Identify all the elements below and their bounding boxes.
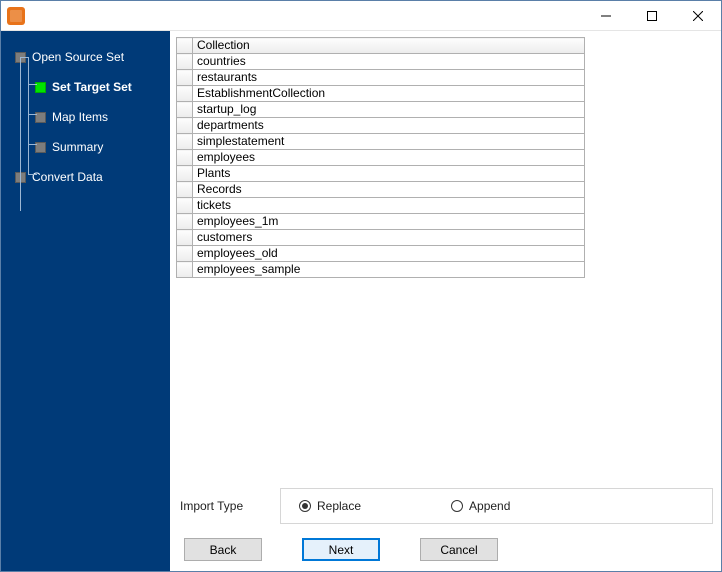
collection-table-wrap: Collection countries restaurants Establi… bbox=[176, 37, 715, 478]
cell: employees bbox=[193, 150, 585, 166]
step-label: Open Source Set bbox=[32, 51, 124, 63]
step-set-target-set[interactable]: Set Target Set bbox=[1, 75, 170, 99]
row-header[interactable] bbox=[177, 230, 193, 246]
row-header[interactable] bbox=[177, 86, 193, 102]
next-button[interactable]: Next bbox=[302, 538, 380, 561]
app-icon bbox=[7, 7, 25, 25]
cell: tickets bbox=[193, 198, 585, 214]
close-icon bbox=[693, 11, 703, 21]
table-row[interactable]: employees_sample bbox=[177, 262, 585, 278]
step-status-icon bbox=[35, 82, 46, 93]
back-button[interactable]: Back bbox=[184, 538, 262, 561]
step-label: Map Items bbox=[52, 111, 108, 123]
cell: restaurants bbox=[193, 70, 585, 86]
step-label: Convert Data bbox=[32, 171, 103, 183]
close-button[interactable] bbox=[675, 1, 721, 30]
step-convert-data[interactable]: Convert Data bbox=[1, 165, 170, 189]
cell: simplestatement bbox=[193, 134, 585, 150]
step-label: Set Target Set bbox=[52, 81, 132, 93]
radio-icon bbox=[299, 500, 311, 512]
maximize-icon bbox=[647, 11, 657, 21]
cell: employees_sample bbox=[193, 262, 585, 278]
table-row[interactable]: simplestatement bbox=[177, 134, 585, 150]
table-row[interactable]: restaurants bbox=[177, 70, 585, 86]
radio-label: Replace bbox=[317, 499, 361, 513]
row-header[interactable] bbox=[177, 198, 193, 214]
table-corner[interactable] bbox=[177, 38, 193, 54]
column-header-collection[interactable]: Collection bbox=[193, 38, 585, 54]
minimize-icon bbox=[601, 11, 611, 21]
titlebar bbox=[1, 1, 721, 31]
wizard-steps-sidebar: Open Source Set Set Target Set Map Items… bbox=[1, 31, 170, 571]
row-header[interactable] bbox=[177, 166, 193, 182]
cell: countries bbox=[193, 54, 585, 70]
step-summary[interactable]: Summary bbox=[1, 135, 170, 159]
step-status-icon bbox=[35, 112, 46, 123]
radio-icon bbox=[451, 500, 463, 512]
table-row[interactable]: EstablishmentCollection bbox=[177, 86, 585, 102]
maximize-button[interactable] bbox=[629, 1, 675, 30]
step-status-icon bbox=[15, 172, 26, 183]
row-header[interactable] bbox=[177, 150, 193, 166]
step-open-source-set[interactable]: Open Source Set bbox=[1, 45, 170, 69]
table-row[interactable]: customers bbox=[177, 230, 585, 246]
cell: employees_1m bbox=[193, 214, 585, 230]
radio-label: Append bbox=[469, 499, 510, 513]
row-header[interactable] bbox=[177, 134, 193, 150]
collection-table-body: countries restaurants EstablishmentColle… bbox=[177, 54, 585, 278]
cancel-button[interactable]: Cancel bbox=[420, 538, 498, 561]
collection-table: Collection countries restaurants Establi… bbox=[176, 37, 585, 278]
window-controls bbox=[583, 1, 721, 30]
import-type-options: Replace Append bbox=[280, 488, 713, 524]
row-header[interactable] bbox=[177, 54, 193, 70]
cell: customers bbox=[193, 230, 585, 246]
cell: EstablishmentCollection bbox=[193, 86, 585, 102]
row-header[interactable] bbox=[177, 70, 193, 86]
cell: departments bbox=[193, 118, 585, 134]
cell: employees_old bbox=[193, 246, 585, 262]
table-row[interactable]: departments bbox=[177, 118, 585, 134]
step-label: Summary bbox=[52, 141, 103, 153]
table-row[interactable]: employees_1m bbox=[177, 214, 585, 230]
table-row[interactable]: countries bbox=[177, 54, 585, 70]
row-header[interactable] bbox=[177, 182, 193, 198]
step-status-icon bbox=[15, 52, 26, 63]
wizard-buttons: Back Next Cancel bbox=[170, 530, 721, 571]
table-row[interactable]: tickets bbox=[177, 198, 585, 214]
cell: Plants bbox=[193, 166, 585, 182]
step-status-icon bbox=[35, 142, 46, 153]
cell: Records bbox=[193, 182, 585, 198]
cell: startup_log bbox=[193, 102, 585, 118]
table-row[interactable]: Plants bbox=[177, 166, 585, 182]
table-row[interactable]: employees bbox=[177, 150, 585, 166]
main-panel: Collection countries restaurants Establi… bbox=[170, 31, 721, 571]
table-row[interactable]: Records bbox=[177, 182, 585, 198]
row-header[interactable] bbox=[177, 246, 193, 262]
row-header[interactable] bbox=[177, 214, 193, 230]
import-type-row: Import Type Replace Append bbox=[180, 488, 713, 524]
import-type-label: Import Type bbox=[180, 499, 280, 513]
minimize-button[interactable] bbox=[583, 1, 629, 30]
table-row[interactable]: startup_log bbox=[177, 102, 585, 118]
row-header[interactable] bbox=[177, 118, 193, 134]
row-header[interactable] bbox=[177, 102, 193, 118]
radio-replace[interactable]: Replace bbox=[299, 499, 361, 513]
content-area: Open Source Set Set Target Set Map Items… bbox=[1, 31, 721, 571]
table-row[interactable]: employees_old bbox=[177, 246, 585, 262]
step-map-items[interactable]: Map Items bbox=[1, 105, 170, 129]
row-header[interactable] bbox=[177, 262, 193, 278]
wizard-window: Open Source Set Set Target Set Map Items… bbox=[0, 0, 722, 572]
radio-append[interactable]: Append bbox=[451, 499, 510, 513]
